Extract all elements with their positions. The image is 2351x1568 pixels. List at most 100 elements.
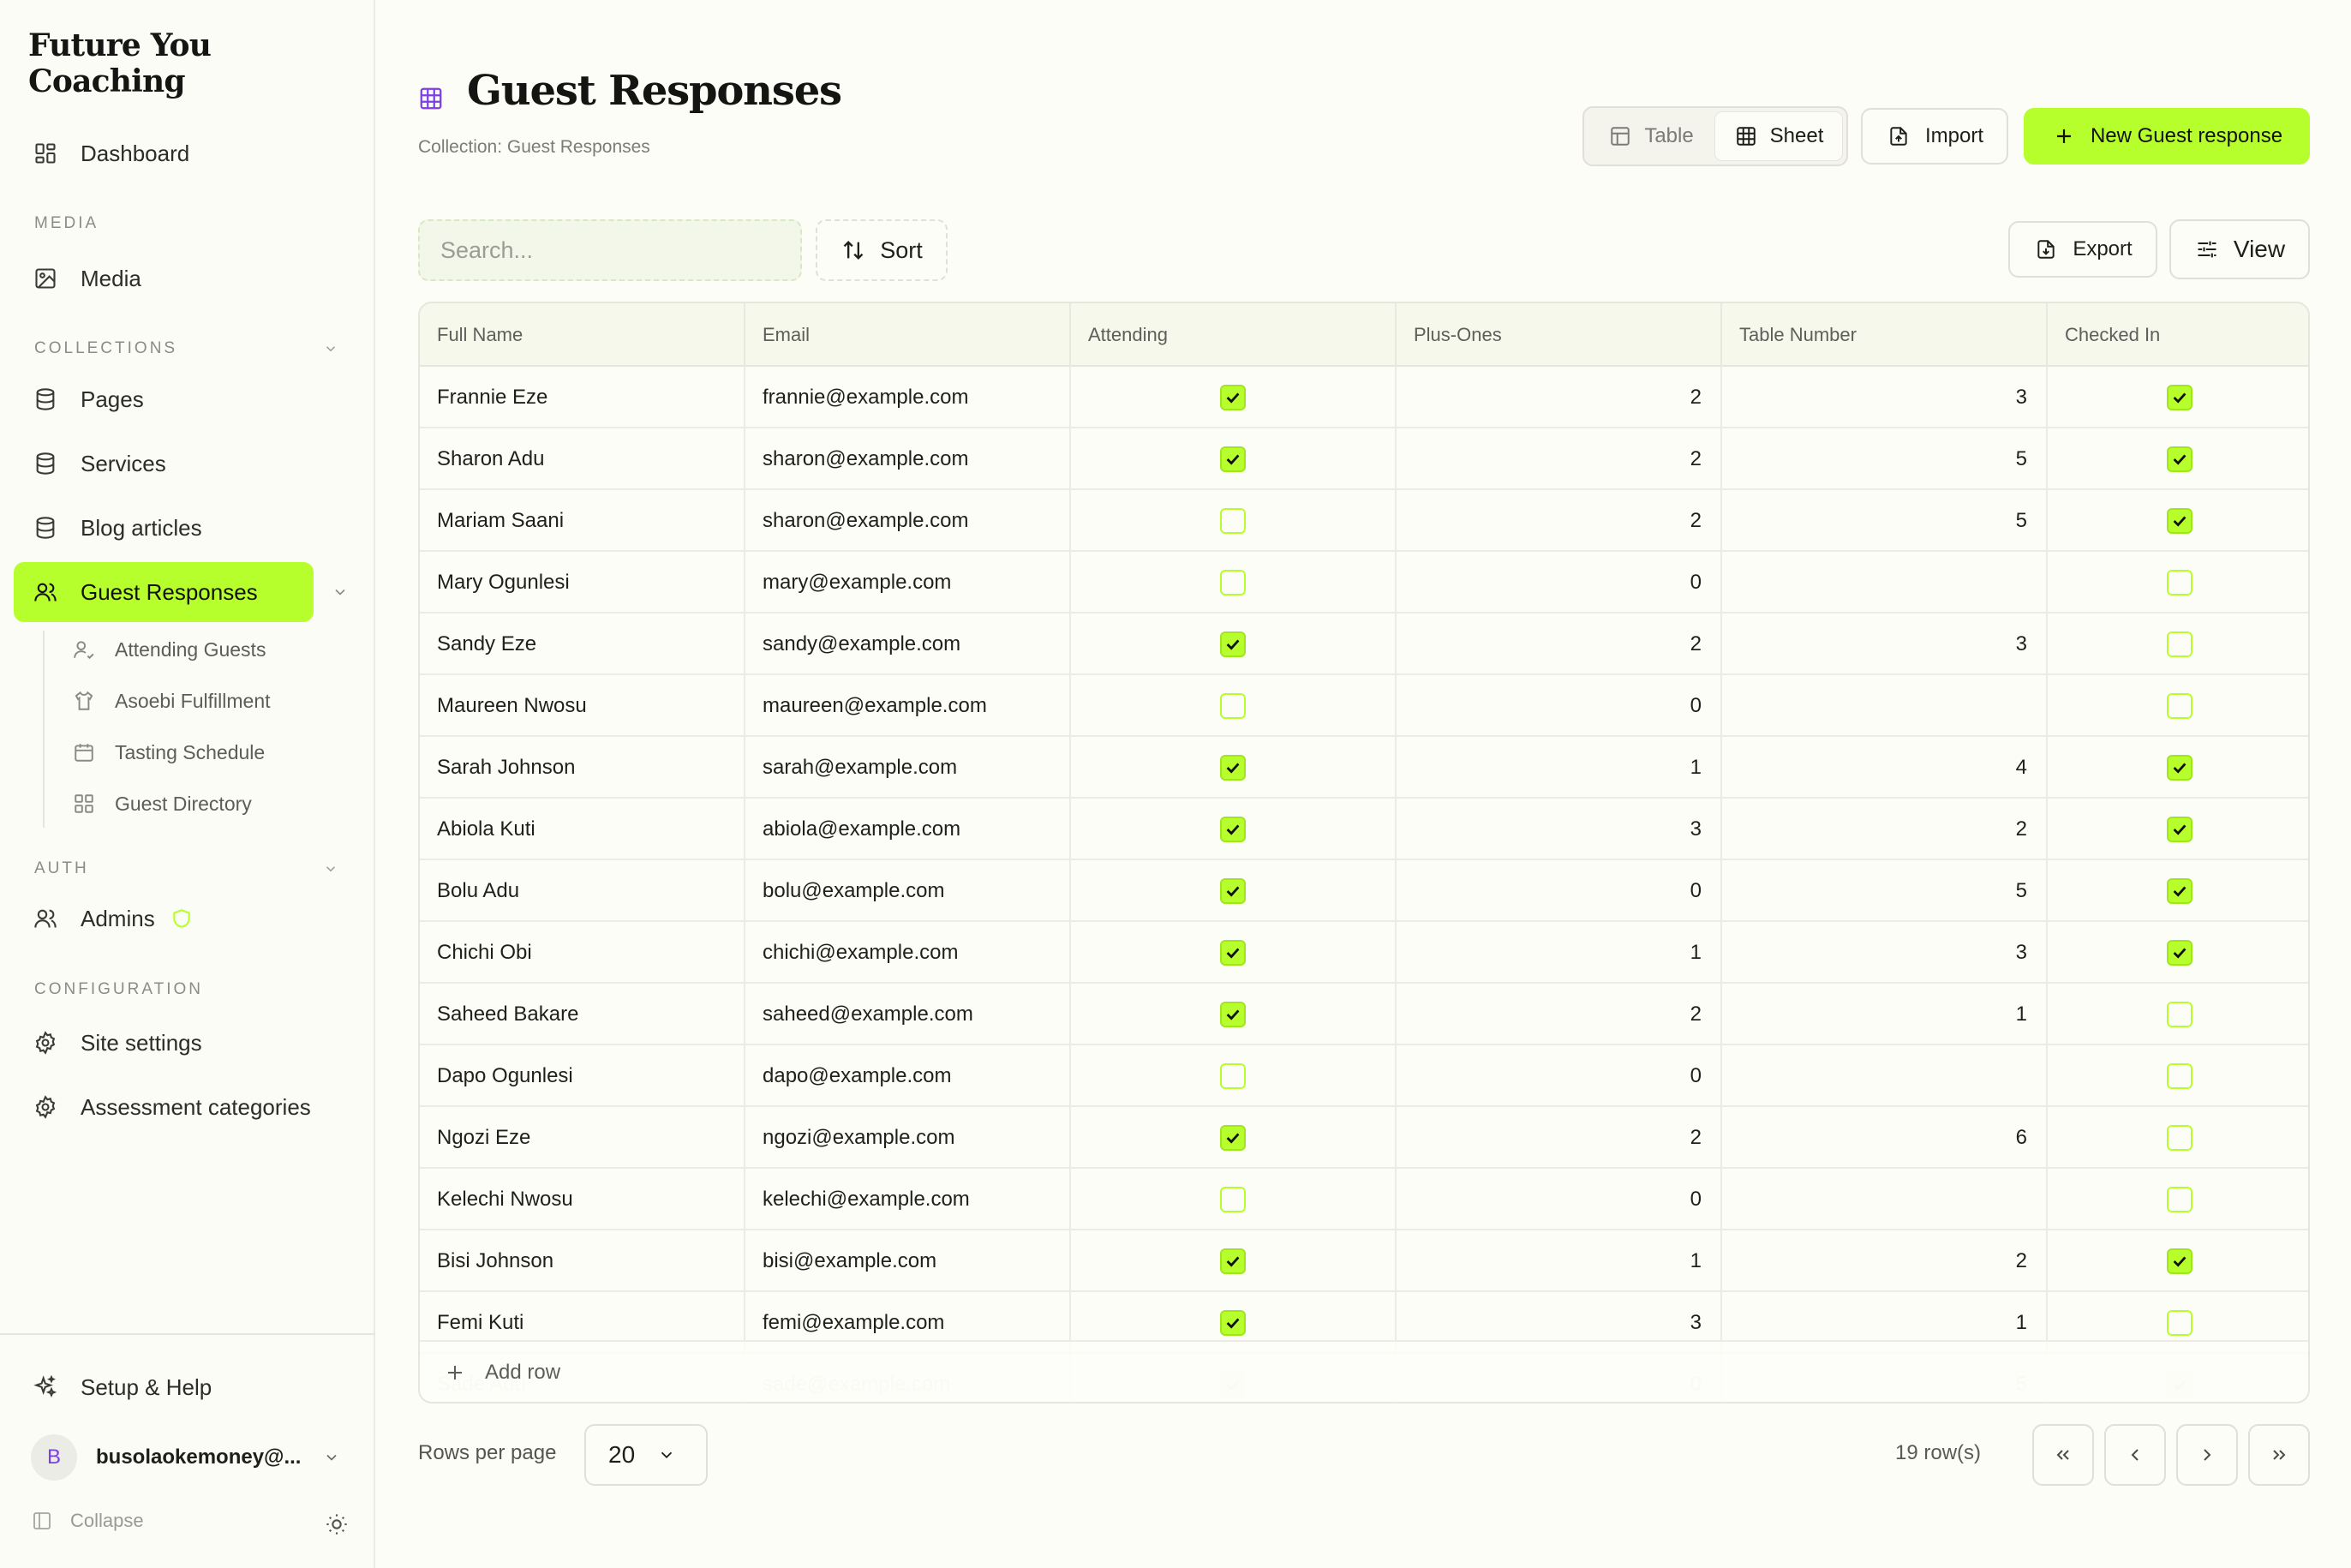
cell-full-name[interactable]: Saheed Bakare	[420, 984, 745, 1045]
checkbox-checked[interactable]	[1220, 755, 1246, 781]
cell-table-number[interactable]: 5	[1722, 490, 2048, 552]
cell-plus-ones[interactable]: 2	[1397, 367, 1722, 428]
checkbox-unchecked[interactable]	[1220, 1063, 1246, 1089]
view-options-button[interactable]: View	[2169, 219, 2310, 279]
cell-full-name[interactable]: Kelechi Nwosu	[420, 1169, 745, 1230]
cell-plus-ones[interactable]: 0	[1397, 1169, 1722, 1230]
sidebar-item-dashboard[interactable]: Dashboard	[14, 123, 314, 183]
cell-table-number[interactable]	[1722, 1169, 2048, 1230]
checkbox-checked[interactable]	[2167, 755, 2192, 781]
checkbox-checked[interactable]	[2167, 1248, 2192, 1274]
checkbox-checked[interactable]	[1220, 1248, 1246, 1274]
table-row[interactable]: Ngozi Eze ngozi@example.com 2 6	[420, 1107, 2308, 1169]
cell-table-number[interactable]: 5	[1722, 860, 2048, 922]
column-header-full-name[interactable]: Full Name	[420, 303, 745, 367]
checkbox-checked[interactable]	[2167, 385, 2192, 410]
cell-table-number[interactable]	[1722, 675, 2048, 737]
cell-full-name[interactable]: Bisi Johnson	[420, 1230, 745, 1292]
sidebar-item-guest-responses[interactable]: Guest Responses	[14, 562, 314, 622]
cell-plus-ones[interactable]: 2	[1397, 428, 1722, 490]
checkbox-checked[interactable]	[2167, 940, 2192, 966]
sub-item-attending-guests[interactable]: Attending Guests	[72, 628, 266, 671]
sidebar-item-admins[interactable]: Admins	[14, 889, 314, 949]
checkbox-unchecked[interactable]	[1220, 570, 1246, 595]
sidebar-item-assessment-categories[interactable]: Assessment categories	[14, 1077, 314, 1137]
checkbox-checked[interactable]	[2167, 446, 2192, 472]
cell-plus-ones[interactable]: 3	[1397, 799, 1722, 860]
cell-plus-ones[interactable]: 2	[1397, 984, 1722, 1045]
cell-email[interactable]: ngozi@example.com	[745, 1107, 1071, 1169]
column-header-table-number[interactable]: Table Number	[1722, 303, 2048, 367]
cell-full-name[interactable]: Maureen Nwosu	[420, 675, 745, 737]
cell-email[interactable]: abiola@example.com	[745, 799, 1071, 860]
sidebar-item-site-settings[interactable]: Site settings	[14, 1013, 314, 1073]
cell-table-number[interactable]: 2	[1722, 1230, 2048, 1292]
checkbox-unchecked[interactable]	[2167, 631, 2192, 657]
cell-email[interactable]: saheed@example.com	[745, 984, 1071, 1045]
import-button[interactable]: Import	[1861, 108, 2008, 165]
cell-full-name[interactable]: Abiola Kuti	[420, 799, 745, 860]
last-page-button[interactable]	[2248, 1424, 2310, 1486]
cell-email[interactable]: bisi@example.com	[745, 1230, 1071, 1292]
table-row[interactable]: Saheed Bakare saheed@example.com 2 1	[420, 984, 2308, 1045]
column-header-checked-in[interactable]: Checked In	[2065, 324, 2161, 345]
checkbox-unchecked[interactable]	[1220, 693, 1246, 719]
table-row[interactable]: Bolu Adu bolu@example.com 0 5	[420, 860, 2308, 922]
checkbox-unchecked[interactable]	[1220, 1187, 1246, 1212]
chevron-down-icon[interactable]	[321, 339, 340, 358]
sidebar-item-media[interactable]: Media	[14, 248, 314, 308]
sub-item-tasting-schedule[interactable]: Tasting Schedule	[72, 731, 265, 774]
sun-icon[interactable]	[322, 1510, 351, 1539]
cell-table-number[interactable]: 3	[1722, 367, 2048, 428]
brand-logo[interactable]: Future You Coaching	[28, 27, 212, 99]
cell-table-number[interactable]: 6	[1722, 1107, 2048, 1169]
cell-email[interactable]: mary@example.com	[745, 552, 1071, 613]
sub-item-guest-directory[interactable]: Guest Directory	[72, 782, 252, 825]
cell-email[interactable]: kelechi@example.com	[745, 1169, 1071, 1230]
cell-table-number[interactable]: 3	[1722, 922, 2048, 984]
first-page-button[interactable]	[2032, 1424, 2094, 1486]
chevron-down-icon[interactable]	[331, 583, 350, 601]
table-row[interactable]: Dapo Ogunlesi dapo@example.com 0	[420, 1045, 2308, 1107]
checkbox-checked[interactable]	[2167, 817, 2192, 842]
cell-table-number[interactable]: 2	[1722, 799, 2048, 860]
cell-email[interactable]: frannie@example.com	[745, 367, 1071, 428]
cell-plus-ones[interactable]: 0	[1397, 552, 1722, 613]
previous-page-button[interactable]	[2104, 1424, 2166, 1486]
sidebar-item-setup-help[interactable]: Setup & Help	[14, 1357, 314, 1417]
cell-full-name[interactable]: Dapo Ogunlesi	[420, 1045, 745, 1107]
table-row[interactable]: Frannie Eze frannie@example.com 2 3	[420, 367, 2308, 428]
checkbox-checked[interactable]	[1220, 1125, 1246, 1151]
table-row[interactable]: Bisi Johnson bisi@example.com 1 2	[420, 1230, 2308, 1292]
table-row[interactable]: Sandy Eze sandy@example.com 2 3	[420, 613, 2308, 675]
cell-table-number[interactable]	[1722, 552, 2048, 613]
cell-table-number[interactable]: 5	[1722, 428, 2048, 490]
collapse-button[interactable]: Collapse	[31, 1510, 144, 1532]
cell-plus-ones[interactable]: 1	[1397, 922, 1722, 984]
cell-email[interactable]: chichi@example.com	[745, 922, 1071, 984]
cell-full-name[interactable]: Sarah Johnson	[420, 737, 745, 799]
chevron-down-icon[interactable]	[322, 1448, 341, 1467]
cell-plus-ones[interactable]: 1	[1397, 737, 1722, 799]
new-guest-response-button[interactable]: New Guest response	[2024, 108, 2310, 165]
cell-email[interactable]: maureen@example.com	[745, 675, 1071, 737]
checkbox-unchecked[interactable]	[2167, 1187, 2192, 1212]
column-header-plus-ones[interactable]: Plus-Ones	[1397, 303, 1722, 367]
cell-full-name[interactable]: Femi Kuti	[420, 1292, 745, 1354]
cell-plus-ones[interactable]: 2	[1397, 613, 1722, 675]
checkbox-unchecked[interactable]	[2167, 693, 2192, 719]
cell-full-name[interactable]: Chichi Obi	[420, 922, 745, 984]
cell-full-name[interactable]: Mariam Saani	[420, 490, 745, 552]
checkbox-checked[interactable]	[1220, 1002, 1246, 1027]
cell-email[interactable]: dapo@example.com	[745, 1045, 1071, 1107]
checkbox-checked[interactable]	[1220, 631, 1246, 657]
sidebar-item-services[interactable]: Services	[14, 434, 314, 494]
checkbox-checked[interactable]	[1220, 385, 1246, 410]
cell-plus-ones[interactable]: 3	[1397, 1292, 1722, 1354]
cell-table-number[interactable]: 1	[1722, 1292, 2048, 1354]
checkbox-checked[interactable]	[1220, 940, 1246, 966]
add-row-button[interactable]: Add row	[420, 1340, 2308, 1402]
export-button[interactable]: Export	[2008, 221, 2157, 278]
tab-sheet[interactable]: Sheet	[1714, 111, 1843, 161]
checkbox-checked[interactable]	[2167, 508, 2192, 534]
